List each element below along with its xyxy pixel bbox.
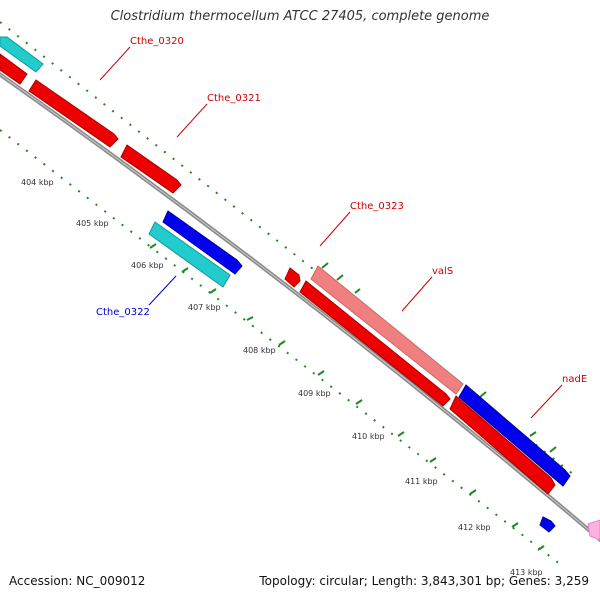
leader-nade — [530, 384, 563, 419]
cds-small-blue[interactable] — [539, 516, 556, 533]
cds-cthe-0321[interactable] — [28, 79, 119, 148]
tick-406: 406 kbp — [131, 261, 164, 270]
rna-cthe-0322[interactable] — [148, 221, 231, 288]
label-vals[interactable]: valS — [432, 266, 453, 277]
leader-cthe-0322 — [148, 275, 177, 306]
kbp-ticks: 404 kbp 405 kbp 406 kbp 407 kbp 408 kbp … — [21, 178, 543, 577]
other-feature-edge[interactable] — [587, 519, 600, 541]
leader-cthe-0320 — [99, 46, 131, 81]
label-cthe-0322[interactable]: Cthe_0322 — [96, 307, 150, 318]
gc-skew-lower-track — [0, 129, 566, 569]
tick-413: 413 kbp — [510, 568, 543, 577]
cds-feature-top-left[interactable] — [0, 53, 28, 85]
leader-vals — [401, 276, 433, 312]
cds-cthe-0321-b[interactable] — [120, 144, 182, 194]
pseudo-feature-vals[interactable] — [310, 265, 464, 395]
tick-408: 408 kbp — [243, 346, 276, 355]
map-title: Clostridium thermocellum ATCC 27405, com… — [110, 9, 490, 24]
cds-nade[interactable] — [449, 395, 556, 495]
cds-nade-reverse[interactable] — [458, 384, 571, 487]
cds-vals[interactable] — [299, 280, 451, 407]
label-cthe-0323[interactable]: Cthe_0323 — [350, 201, 404, 212]
tick-411: 411 kbp — [405, 477, 438, 486]
tick-410: 410 kbp — [352, 432, 385, 441]
label-leaders — [99, 46, 563, 419]
leader-cthe-0321 — [176, 103, 208, 138]
tick-404: 404 kbp — [21, 178, 54, 187]
tick-412: 412 kbp — [458, 523, 491, 532]
genome-backbone — [0, 72, 600, 543]
cds-small-red[interactable] — [284, 267, 301, 288]
gene-labels: Cthe_0320 Cthe_0321 Cthe_0323 valS nadE … — [96, 36, 587, 385]
gene-features — [0, 36, 600, 541]
rna-feature-top[interactable] — [0, 36, 44, 73]
leader-cthe-0323 — [319, 211, 351, 247]
accession-text: Accession: NC_009012 — [9, 574, 146, 588]
gc-skew-upper-track — [0, 21, 579, 479]
label-cthe-0321[interactable]: Cthe_0321 — [207, 93, 261, 104]
label-nade[interactable]: nadE — [562, 374, 587, 385]
tick-409: 409 kbp — [298, 389, 331, 398]
genome-summary-text: Topology: circular; Length: 3,843,301 bp… — [259, 574, 589, 588]
label-cthe-0320[interactable]: Cthe_0320 — [130, 36, 184, 47]
genome-backbone-inner — [0, 73, 600, 541]
tick-407: 407 kbp — [188, 303, 221, 312]
tick-405: 405 kbp — [76, 219, 109, 228]
cds-cthe-0322[interactable] — [162, 210, 243, 275]
